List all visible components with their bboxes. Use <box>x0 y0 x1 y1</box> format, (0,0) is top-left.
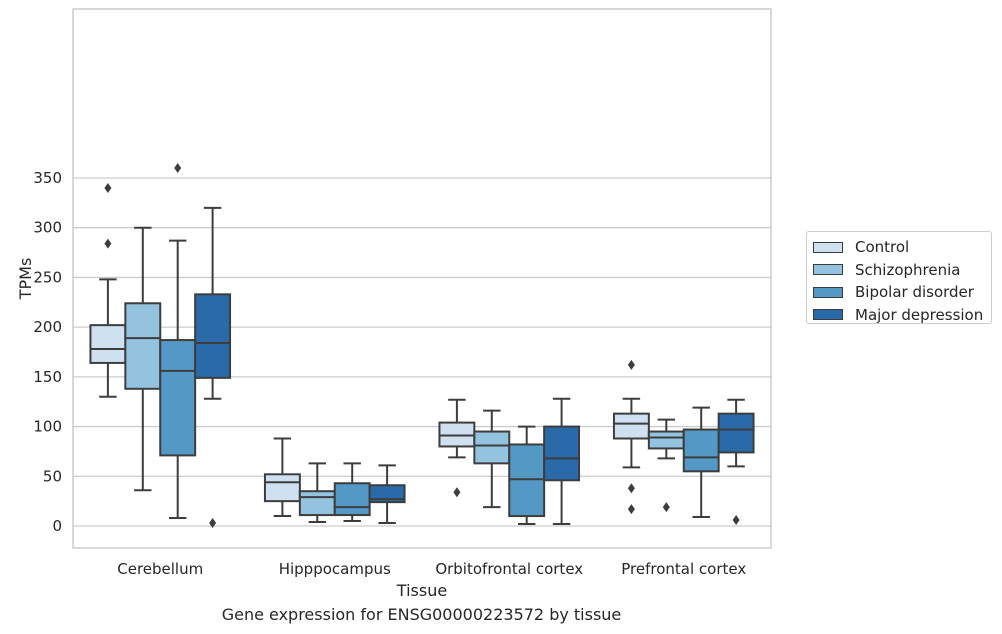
y-tick-label: 0 <box>52 517 62 535</box>
legend-swatch <box>813 286 843 298</box>
box <box>612 412 650 440</box>
outlier-point <box>209 518 217 529</box>
y-tick-label: 300 <box>33 219 62 237</box>
legend-label: Schizophrenia <box>855 260 961 279</box>
legend-item: Major depression <box>813 304 991 327</box>
box <box>647 430 685 450</box>
box <box>89 324 127 364</box>
box <box>333 482 371 517</box>
outlier-point <box>627 359 635 370</box>
box <box>717 412 755 454</box>
legend-item: Schizophrenia <box>813 259 991 282</box>
plot-area <box>73 9 771 548</box>
box <box>159 339 197 457</box>
box <box>473 430 511 465</box>
outlier-point <box>627 504 635 515</box>
y-tick-label: 150 <box>33 368 62 386</box>
outlier-point <box>627 483 635 494</box>
x-tick-label: Hipppocampus <box>279 560 391 578</box>
legend-label: Major depression <box>855 305 984 324</box>
legend-swatch <box>813 241 843 253</box>
box <box>298 490 336 517</box>
plot-frame <box>72 8 772 549</box>
legend-swatch <box>813 264 843 276</box>
outlier-point <box>453 487 461 498</box>
chart-title: Gene expression for ENSG00000223572 by t… <box>221 605 622 624</box>
x-axis-label: Tissue <box>396 581 447 600</box>
x-tick-label: Orbitofrontal cortex <box>435 560 583 578</box>
box <box>368 484 406 504</box>
box <box>543 425 581 482</box>
y-axis-label: TPMs <box>16 258 35 301</box>
legend-swatch <box>813 309 843 321</box>
outlier-point <box>732 515 740 526</box>
outlier-point <box>662 502 670 513</box>
outlier-point <box>104 238 112 249</box>
y-tick-label: 350 <box>33 169 62 187</box>
y-tick-label: 200 <box>33 318 62 336</box>
y-tick-label: 100 <box>33 418 62 436</box>
box <box>194 293 232 379</box>
y-tick-label: 250 <box>33 268 62 286</box>
legend-item: Control <box>813 236 991 259</box>
legend: Control Schizophrenia Bipolar disorder Majo… <box>806 231 992 324</box>
y-tick-label: 50 <box>43 467 62 485</box>
x-tick-label: Prefrontal cortex <box>621 560 746 578</box>
x-tick-label: Cerebellum <box>117 560 203 578</box>
box <box>682 428 720 473</box>
legend-label: Control <box>855 238 910 257</box>
legend-label: Bipolar disorder <box>855 283 974 302</box>
outlier-point <box>174 163 182 174</box>
legend-item: Bipolar disorder <box>813 281 991 304</box>
outlier-point <box>104 182 112 193</box>
box <box>263 473 301 503</box>
box <box>124 302 162 390</box>
